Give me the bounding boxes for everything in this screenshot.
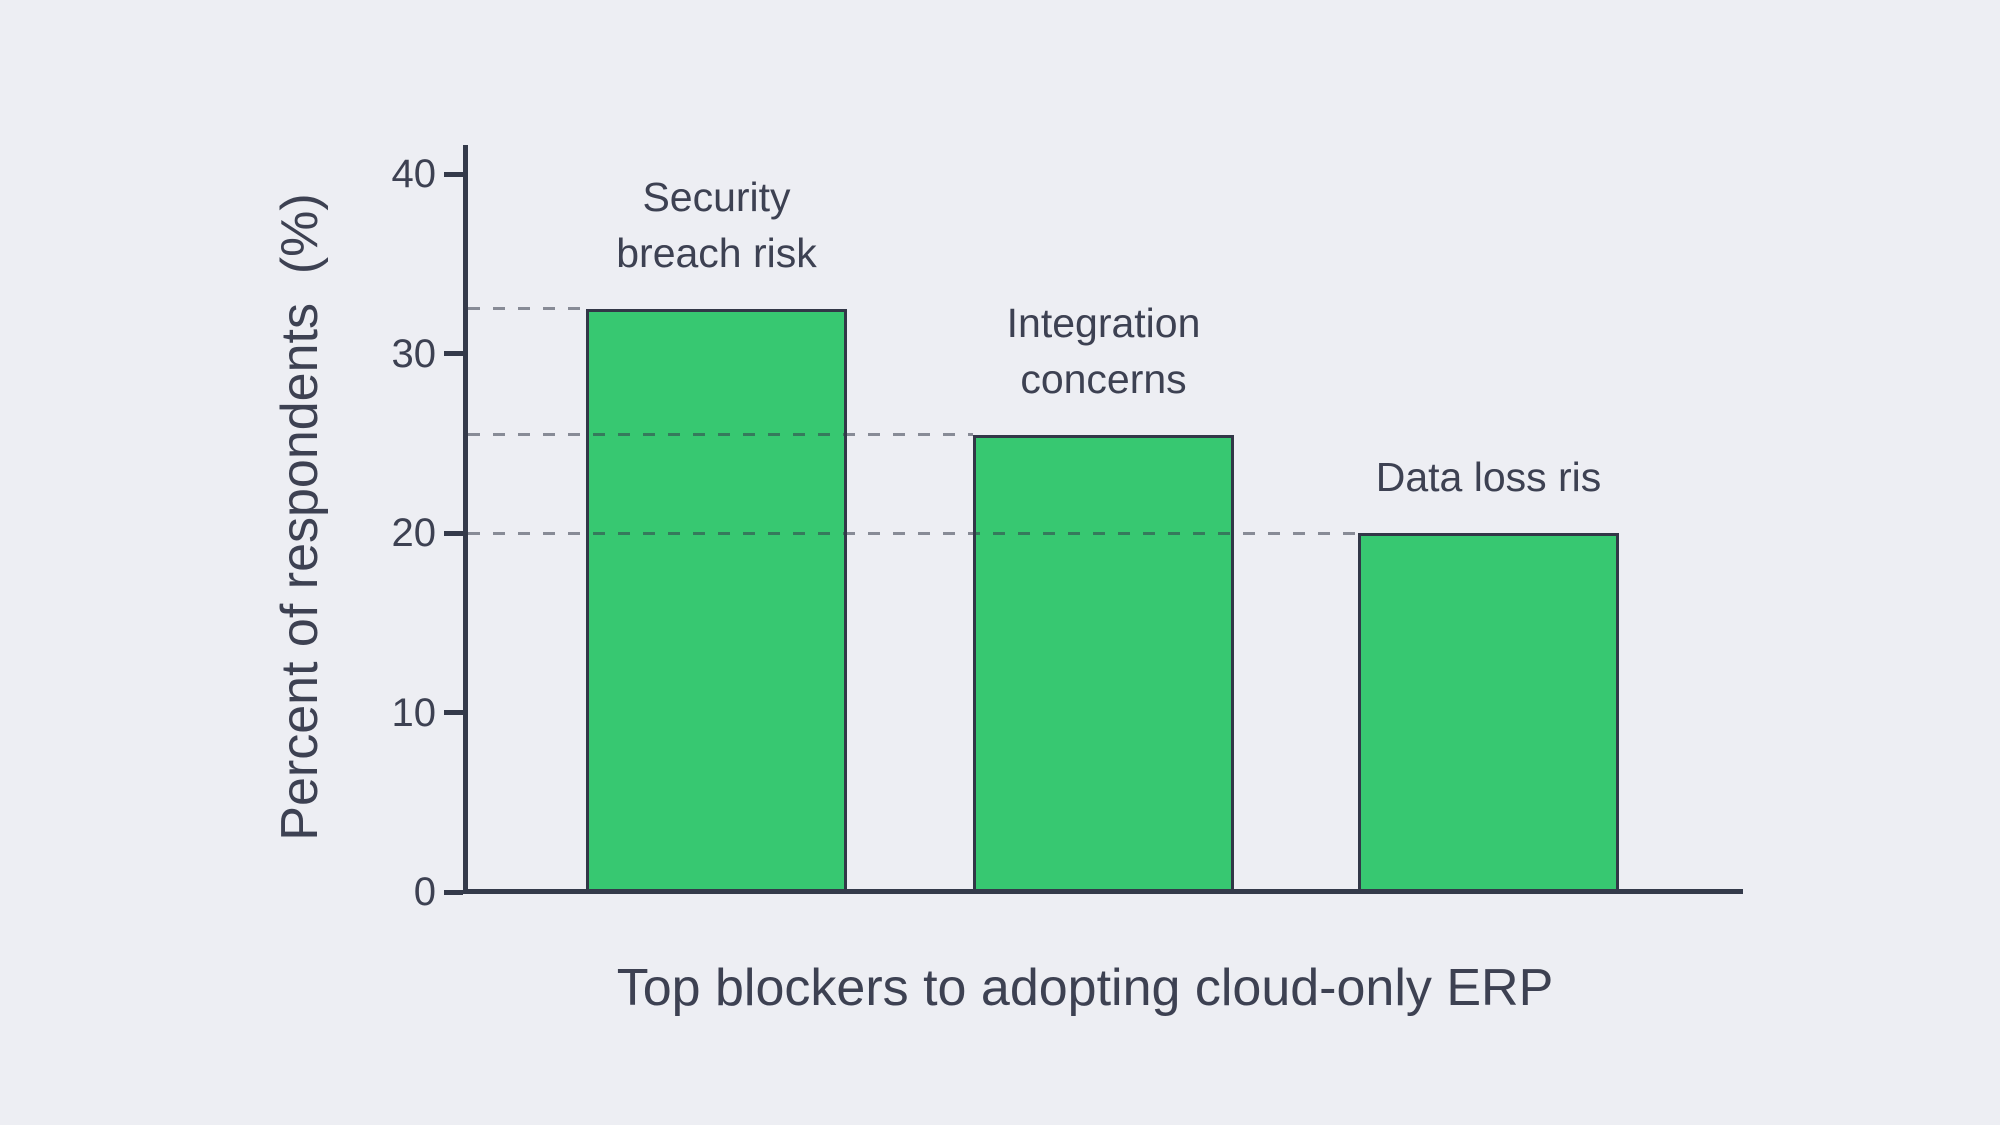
bar-label-line: concerns [1020, 355, 1187, 402]
y-tick-label: 0 [413, 870, 436, 914]
x-axis-title: Top blockers to adopting cloud-only ERP [616, 959, 1554, 1017]
y-tick [444, 889, 463, 895]
y-tick-label: 30 [391, 331, 437, 376]
y-tick [444, 530, 463, 536]
bar-label: Security breach risk [616, 169, 817, 281]
bar [973, 434, 1234, 892]
y-axis-spine [463, 145, 468, 894]
bar-label: Integration concerns [1007, 295, 1201, 407]
y-tick-label: 40 [391, 152, 437, 197]
bar [1358, 533, 1619, 892]
y-tick [444, 171, 463, 177]
bar-value-leader-line [468, 531, 1358, 535]
x-axis-line [463, 889, 1743, 894]
y-tick-label: 10 [391, 690, 437, 735]
bar-label: Data loss ris [1376, 449, 1602, 505]
bar-label-line: breach risk [616, 229, 817, 276]
bar [586, 308, 847, 892]
bar-value-leader-line [468, 433, 973, 437]
bar-label-line: Data loss ris [1375, 454, 1602, 501]
y-tick [444, 710, 463, 716]
bar-value-leader-line [468, 307, 586, 311]
bar-label-line: Security [642, 173, 791, 220]
y-tick [444, 351, 463, 357]
y-tick-label: 20 [391, 511, 437, 556]
bar-label-line: Integration [1006, 299, 1201, 346]
